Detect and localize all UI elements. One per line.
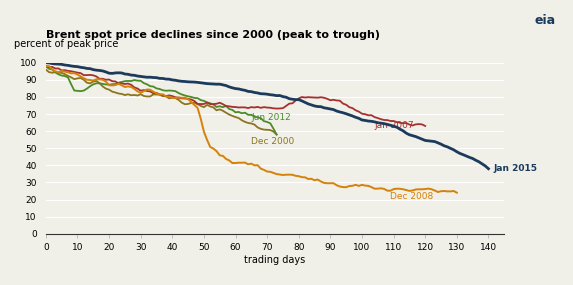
Text: eia: eia: [535, 14, 556, 27]
Text: Jan 2015: Jan 2015: [493, 164, 537, 173]
Text: Brent spot price declines since 2000 (peak to trough): Brent spot price declines since 2000 (pe…: [46, 30, 380, 40]
Text: Jan 2007: Jan 2007: [375, 121, 414, 131]
Text: Dec 2000: Dec 2000: [252, 137, 295, 146]
X-axis label: trading days: trading days: [245, 255, 305, 264]
Text: percent of peak price: percent of peak price: [14, 39, 118, 49]
Text: Dec 2008: Dec 2008: [390, 192, 434, 201]
Text: Jun 2012: Jun 2012: [252, 113, 291, 122]
